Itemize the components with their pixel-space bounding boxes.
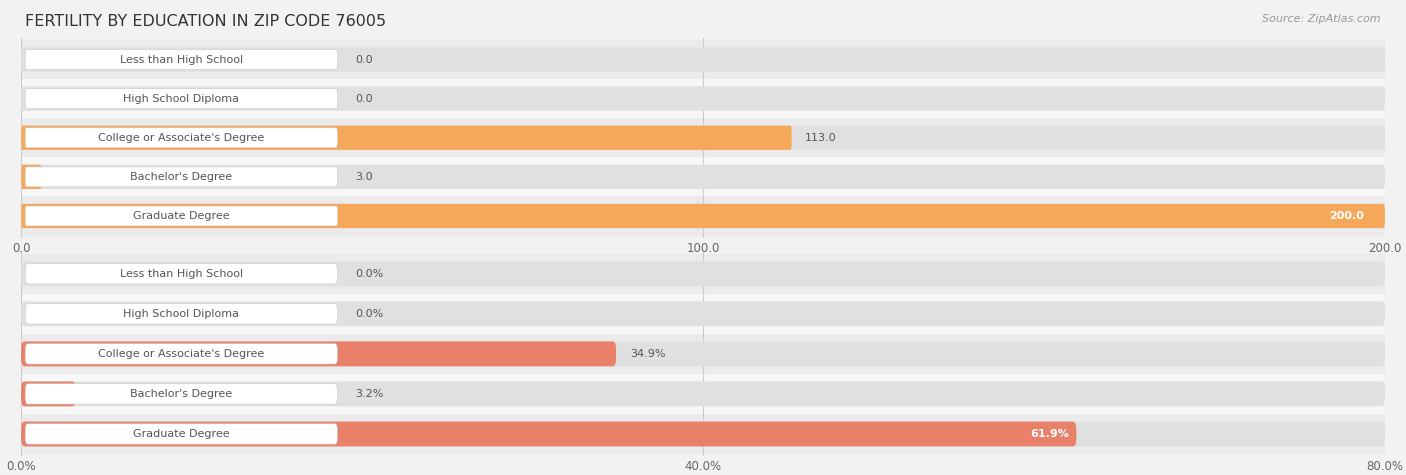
Bar <box>21 40 1385 79</box>
Text: Bachelor's Degree: Bachelor's Degree <box>131 172 232 182</box>
Text: 3.2%: 3.2% <box>356 389 384 399</box>
Text: Graduate Degree: Graduate Degree <box>134 429 229 439</box>
Text: Less than High School: Less than High School <box>120 269 243 279</box>
Text: College or Associate's Degree: College or Associate's Degree <box>98 349 264 359</box>
FancyBboxPatch shape <box>21 381 76 406</box>
Text: 0.0: 0.0 <box>356 94 373 104</box>
FancyBboxPatch shape <box>25 167 337 187</box>
Text: 113.0: 113.0 <box>806 133 837 143</box>
FancyBboxPatch shape <box>25 384 337 404</box>
FancyBboxPatch shape <box>21 342 616 366</box>
Bar <box>21 118 1385 157</box>
Bar <box>21 374 1385 414</box>
FancyBboxPatch shape <box>25 89 337 109</box>
FancyBboxPatch shape <box>21 204 1385 228</box>
Text: High School Diploma: High School Diploma <box>124 94 239 104</box>
Text: FERTILITY BY EDUCATION IN ZIP CODE 76005: FERTILITY BY EDUCATION IN ZIP CODE 76005 <box>25 14 387 29</box>
Text: Source: ZipAtlas.com: Source: ZipAtlas.com <box>1263 14 1381 24</box>
Text: 3.0: 3.0 <box>356 172 373 182</box>
FancyBboxPatch shape <box>21 204 1385 228</box>
Text: 0.0%: 0.0% <box>356 309 384 319</box>
FancyBboxPatch shape <box>21 261 1385 286</box>
Bar <box>21 197 1385 236</box>
Bar <box>21 157 1385 197</box>
Text: High School Diploma: High School Diploma <box>124 309 239 319</box>
Text: Less than High School: Less than High School <box>120 55 243 65</box>
FancyBboxPatch shape <box>21 342 1385 366</box>
Bar <box>21 79 1385 118</box>
Bar <box>21 334 1385 374</box>
Text: Bachelor's Degree: Bachelor's Degree <box>131 389 232 399</box>
FancyBboxPatch shape <box>21 86 1385 111</box>
FancyBboxPatch shape <box>25 264 337 284</box>
Text: 61.9%: 61.9% <box>1031 429 1070 439</box>
FancyBboxPatch shape <box>21 125 792 150</box>
FancyBboxPatch shape <box>25 344 337 364</box>
FancyBboxPatch shape <box>21 421 1077 446</box>
FancyBboxPatch shape <box>25 304 337 324</box>
FancyBboxPatch shape <box>21 165 1385 189</box>
FancyBboxPatch shape <box>21 302 1385 326</box>
Bar <box>21 294 1385 334</box>
FancyBboxPatch shape <box>25 49 337 69</box>
Text: 200.0: 200.0 <box>1330 211 1364 221</box>
Text: 0.0: 0.0 <box>356 55 373 65</box>
Text: 0.0%: 0.0% <box>356 269 384 279</box>
FancyBboxPatch shape <box>21 381 1385 406</box>
Text: Graduate Degree: Graduate Degree <box>134 211 229 221</box>
FancyBboxPatch shape <box>21 48 1385 72</box>
Bar <box>21 414 1385 454</box>
FancyBboxPatch shape <box>21 125 1385 150</box>
Bar <box>21 254 1385 294</box>
FancyBboxPatch shape <box>25 424 337 444</box>
Text: College or Associate's Degree: College or Associate's Degree <box>98 133 264 143</box>
Text: 34.9%: 34.9% <box>630 349 665 359</box>
FancyBboxPatch shape <box>25 206 337 226</box>
FancyBboxPatch shape <box>21 421 1385 446</box>
FancyBboxPatch shape <box>21 165 42 189</box>
FancyBboxPatch shape <box>25 128 337 148</box>
